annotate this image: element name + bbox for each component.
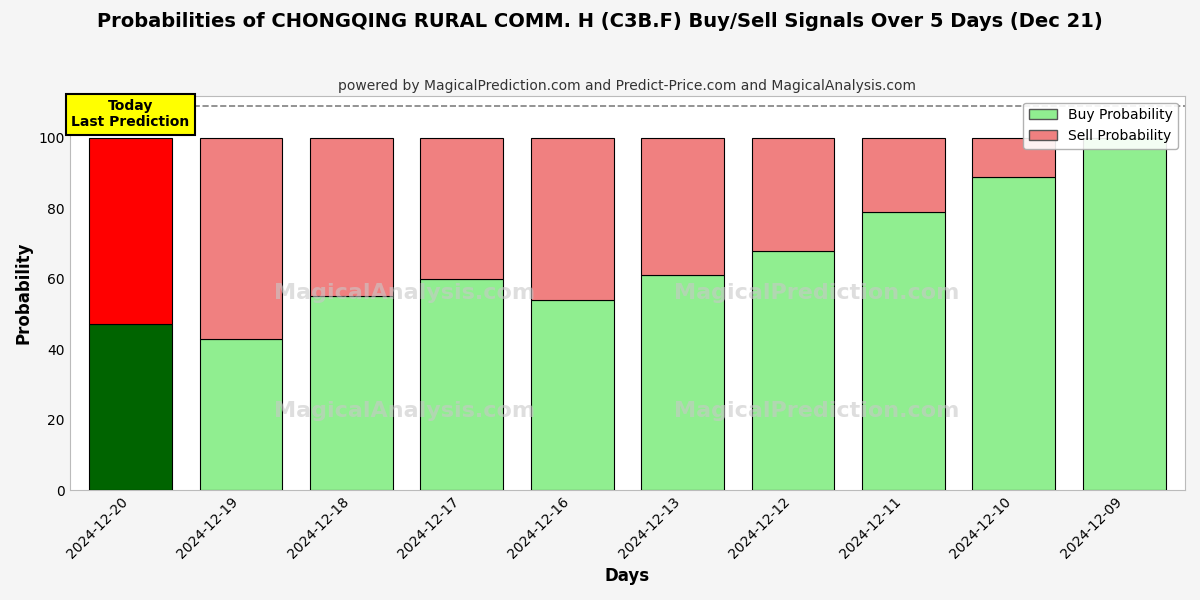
Bar: [641, 138, 724, 275]
Bar: [89, 325, 172, 490]
Bar: [751, 138, 834, 251]
Text: Probabilities of CHONGQING RURAL COMM. H (C3B.F) Buy/Sell Signals Over 5 Days (D: Probabilities of CHONGQING RURAL COMM. H…: [97, 12, 1103, 31]
Bar: [530, 138, 613, 300]
Text: Today
Last Prediction: Today Last Prediction: [71, 99, 190, 129]
Bar: [199, 138, 282, 338]
Text: MagicalAnalysis.com: MagicalAnalysis.com: [274, 401, 535, 421]
Bar: [420, 138, 503, 279]
Bar: [862, 138, 944, 212]
Bar: [1082, 138, 1165, 490]
Bar: [310, 138, 392, 296]
Bar: [972, 138, 1055, 176]
Bar: [420, 279, 503, 490]
Bar: [751, 251, 834, 490]
Bar: [862, 212, 944, 490]
X-axis label: Days: Days: [605, 567, 650, 585]
Text: MagicalPrediction.com: MagicalPrediction.com: [674, 283, 960, 303]
Title: powered by MagicalPrediction.com and Predict-Price.com and MagicalAnalysis.com: powered by MagicalPrediction.com and Pre…: [338, 79, 917, 93]
Text: MagicalAnalysis.com: MagicalAnalysis.com: [274, 283, 535, 303]
Y-axis label: Probability: Probability: [14, 242, 34, 344]
Bar: [89, 138, 172, 325]
Bar: [530, 300, 613, 490]
Bar: [972, 176, 1055, 490]
Bar: [641, 275, 724, 490]
Text: MagicalPrediction.com: MagicalPrediction.com: [674, 401, 960, 421]
Bar: [199, 338, 282, 490]
Legend: Buy Probability, Sell Probability: Buy Probability, Sell Probability: [1024, 103, 1178, 149]
Bar: [310, 296, 392, 490]
